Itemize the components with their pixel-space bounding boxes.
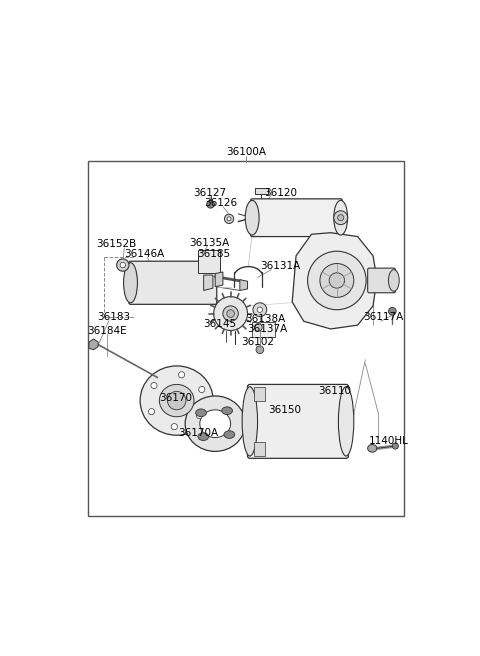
Ellipse shape — [245, 200, 259, 235]
FancyBboxPatch shape — [251, 199, 342, 237]
Ellipse shape — [368, 445, 377, 452]
Text: 36185: 36185 — [197, 249, 230, 259]
Polygon shape — [292, 233, 377, 329]
Circle shape — [223, 306, 238, 321]
Circle shape — [120, 262, 125, 268]
Bar — [255, 188, 267, 194]
Polygon shape — [240, 279, 248, 291]
Polygon shape — [89, 339, 98, 350]
Circle shape — [254, 323, 262, 331]
Text: 36126: 36126 — [204, 199, 237, 209]
Circle shape — [308, 251, 366, 310]
Circle shape — [227, 310, 234, 318]
Text: 36170: 36170 — [159, 393, 192, 403]
Circle shape — [179, 372, 185, 378]
Ellipse shape — [200, 410, 230, 438]
Ellipse shape — [196, 409, 206, 417]
Circle shape — [227, 217, 231, 221]
Ellipse shape — [242, 387, 258, 456]
Circle shape — [225, 215, 234, 224]
Text: 36137A: 36137A — [247, 324, 288, 334]
Text: 36150: 36150 — [268, 405, 301, 415]
Circle shape — [196, 413, 203, 419]
Text: 36145: 36145 — [203, 319, 236, 329]
Circle shape — [388, 308, 396, 315]
Polygon shape — [204, 275, 213, 291]
Text: 36127: 36127 — [193, 188, 227, 197]
Circle shape — [199, 386, 205, 392]
FancyBboxPatch shape — [129, 261, 217, 304]
Bar — [254, 442, 265, 456]
Text: 36102: 36102 — [241, 337, 274, 347]
Text: 36138A: 36138A — [245, 314, 286, 324]
Ellipse shape — [224, 431, 235, 438]
Circle shape — [329, 273, 345, 288]
Circle shape — [257, 307, 263, 312]
Ellipse shape — [334, 200, 348, 235]
Bar — [198, 250, 220, 273]
Ellipse shape — [338, 387, 354, 456]
Text: 1140HL: 1140HL — [369, 436, 409, 445]
Polygon shape — [215, 272, 223, 287]
FancyBboxPatch shape — [248, 384, 348, 459]
Circle shape — [207, 200, 215, 208]
Circle shape — [168, 392, 186, 410]
Text: 36183: 36183 — [97, 312, 130, 322]
Ellipse shape — [222, 407, 232, 415]
Circle shape — [337, 215, 344, 221]
Text: 36120: 36120 — [264, 188, 297, 197]
Circle shape — [320, 264, 354, 297]
Ellipse shape — [159, 384, 194, 417]
Circle shape — [214, 297, 248, 331]
Bar — [88, 161, 404, 516]
FancyBboxPatch shape — [368, 268, 396, 293]
Circle shape — [256, 346, 264, 354]
Bar — [254, 387, 265, 401]
Ellipse shape — [388, 270, 399, 291]
Circle shape — [334, 211, 348, 224]
Circle shape — [117, 259, 129, 271]
Ellipse shape — [140, 366, 213, 435]
Bar — [252, 322, 275, 337]
Text: 36131A: 36131A — [261, 261, 301, 271]
Text: 36110: 36110 — [318, 386, 351, 396]
Text: 36100A: 36100A — [226, 147, 266, 157]
Ellipse shape — [198, 433, 209, 441]
Ellipse shape — [185, 396, 245, 451]
Text: 36135A: 36135A — [189, 237, 229, 248]
Text: 36152B: 36152B — [96, 239, 137, 249]
Text: 36117A: 36117A — [363, 312, 403, 322]
Circle shape — [392, 443, 398, 449]
Circle shape — [171, 424, 178, 430]
Circle shape — [148, 409, 155, 415]
Circle shape — [151, 382, 157, 388]
Text: 36170A: 36170A — [178, 428, 218, 438]
Text: 36146A: 36146A — [124, 249, 165, 259]
Ellipse shape — [123, 263, 137, 303]
Circle shape — [253, 303, 267, 317]
Text: 36184E: 36184E — [87, 326, 127, 337]
